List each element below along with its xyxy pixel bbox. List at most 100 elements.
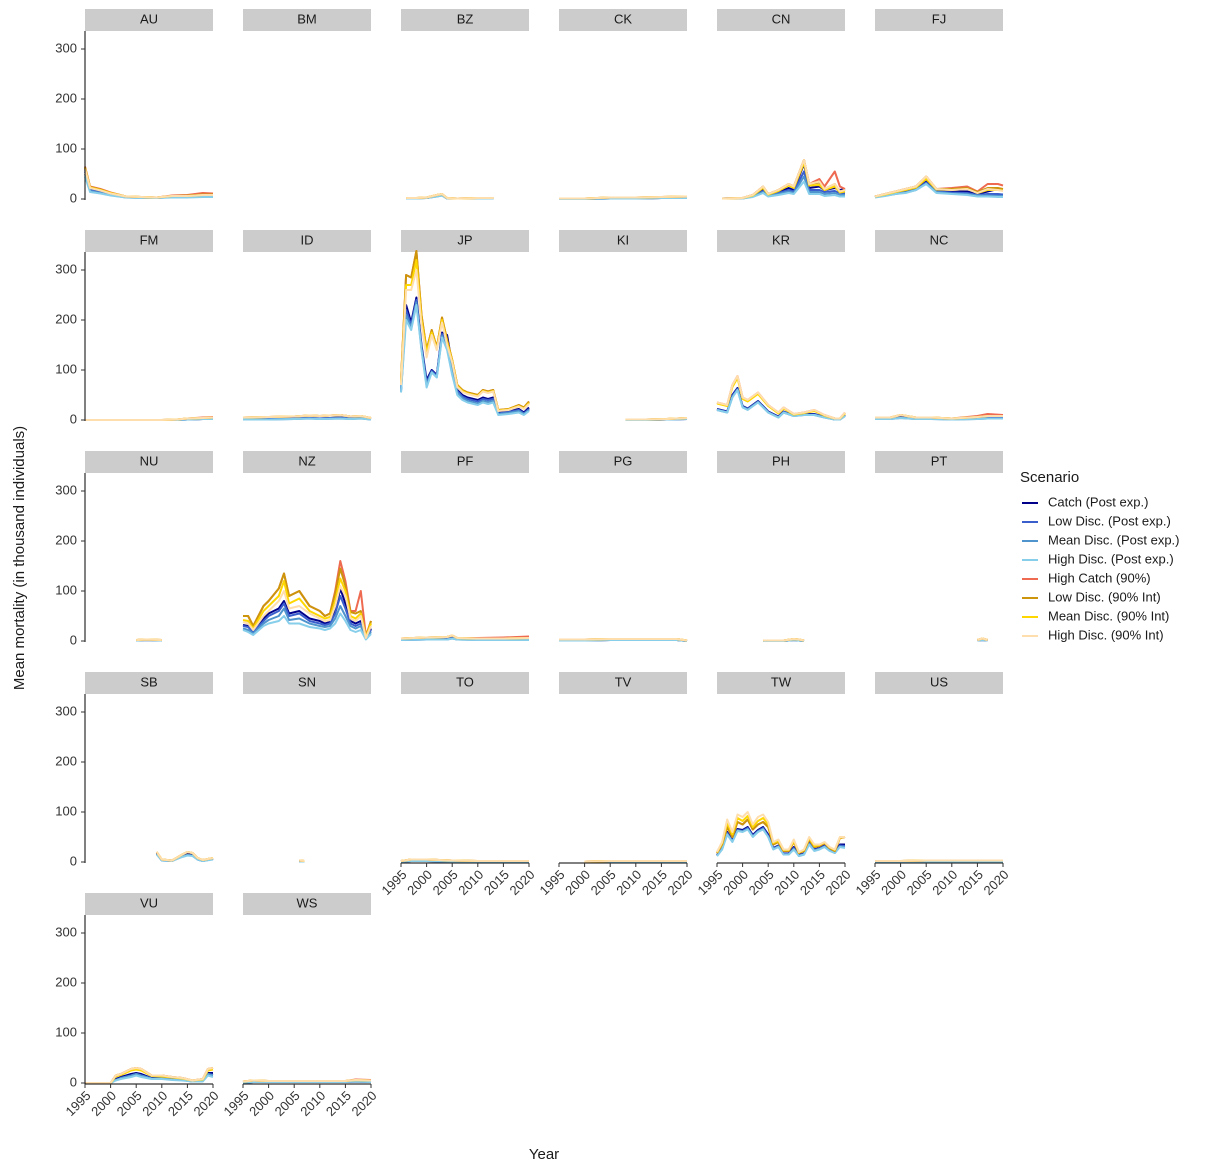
series-line — [155, 851, 214, 862]
x-tick-label: 2005 — [746, 867, 777, 898]
legend-label: Mean Disc. (90% Int) — [1048, 608, 1169, 623]
series-line — [243, 567, 372, 638]
strip-label: ID — [301, 232, 314, 247]
series-line — [559, 638, 688, 642]
y-tick-label: 100 — [55, 140, 77, 155]
series-line — [85, 1074, 214, 1084]
legend-label: High Disc. (90% Int) — [1048, 627, 1164, 642]
x-tick-label: 1995 — [220, 1088, 251, 1119]
strip-background — [717, 451, 845, 473]
x-tick-label: 1995 — [852, 867, 883, 898]
series-line — [242, 595, 372, 640]
strip-background — [875, 451, 1003, 473]
y-tick-label: 100 — [55, 803, 77, 818]
strip-background — [85, 451, 213, 473]
strip-label: KR — [772, 232, 790, 247]
series-line — [716, 828, 846, 857]
strip-label: US — [930, 674, 948, 689]
strip-label: WS — [297, 895, 318, 910]
strip-background — [875, 230, 1003, 252]
series-line — [85, 1067, 214, 1084]
x-tick-label: 2015 — [323, 1088, 354, 1119]
series-line — [722, 159, 846, 200]
series-line — [242, 587, 372, 640]
y-tick-label: 200 — [55, 974, 77, 989]
series-line — [874, 175, 1004, 198]
y-tick-label: 300 — [55, 924, 77, 939]
x-tick-label: 1995 — [694, 867, 725, 898]
strip-background — [85, 9, 213, 31]
strip-label: CK — [614, 11, 632, 26]
series-line — [400, 269, 530, 412]
x-tick-label: 2015 — [955, 867, 986, 898]
y-tick-label: 200 — [55, 753, 77, 768]
strip-background — [717, 672, 845, 694]
x-tick-label: 2010 — [455, 867, 486, 898]
strip-background — [717, 230, 845, 252]
y-tick-label: 100 — [55, 361, 77, 376]
x-tick-label: 2005 — [588, 867, 619, 898]
strip-label: PF — [457, 453, 474, 468]
strip-label: NU — [140, 453, 159, 468]
strip-background — [243, 230, 371, 252]
legend-label: Low Disc. (90% Int) — [1048, 589, 1161, 604]
y-tick-label: 0 — [70, 853, 77, 868]
x-tick-label: 2015 — [639, 867, 670, 898]
y-tick-label: 0 — [70, 411, 77, 426]
x-tick-label: 2010 — [297, 1088, 328, 1119]
strip-label: SN — [298, 674, 316, 689]
y-tick-label: 300 — [55, 40, 77, 55]
y-tick-label: 100 — [55, 1024, 77, 1039]
series-line — [242, 414, 372, 419]
x-tick-label: 2010 — [613, 867, 644, 898]
legend-label: High Catch (90%) — [1048, 570, 1151, 585]
series-line — [406, 193, 494, 200]
legend-label: Low Disc. (Post exp.) — [1048, 513, 1171, 528]
strip-background — [875, 9, 1003, 31]
x-tick-label: 2010 — [929, 867, 960, 898]
strip-background — [717, 9, 845, 31]
series-line — [763, 638, 805, 642]
y-tick-label: 300 — [55, 261, 77, 276]
legend-label: Mean Disc. (Post exp.) — [1048, 532, 1180, 547]
x-tick-label: 2005 — [904, 867, 935, 898]
x-tick-label: 2015 — [165, 1088, 196, 1119]
series-line — [722, 180, 845, 200]
x-tick-label: 2005 — [114, 1088, 145, 1119]
x-tick-label: 2000 — [562, 867, 593, 898]
y-tick-label: 0 — [70, 190, 77, 205]
series-line — [625, 417, 688, 421]
x-tick-label: 1995 — [536, 867, 567, 898]
y-axis-title: Mean mortality (in thousand individuals) — [11, 426, 28, 690]
series-line — [875, 414, 1003, 420]
x-tick-label: 1995 — [378, 867, 409, 898]
series-line — [400, 858, 529, 862]
strip-label: PT — [931, 453, 948, 468]
y-tick-label: 0 — [70, 632, 77, 647]
x-tick-label: 2005 — [430, 867, 461, 898]
x-tick-label: 2000 — [246, 1088, 277, 1119]
y-tick-label: 300 — [55, 482, 77, 497]
x-tick-label: 2020 — [822, 867, 853, 898]
strip-label: PG — [614, 453, 633, 468]
y-tick-label: 100 — [55, 582, 77, 597]
strip-background — [243, 672, 371, 694]
series-line — [874, 183, 1003, 199]
strip-background — [559, 230, 687, 252]
strip-background — [243, 893, 371, 915]
series-line — [584, 860, 687, 863]
strip-background — [243, 9, 371, 31]
x-tick-label: 2020 — [190, 1088, 221, 1119]
strip-label: SB — [140, 674, 157, 689]
series-line — [243, 417, 372, 421]
legend-title: Scenario — [1020, 469, 1079, 486]
x-tick-label: 2020 — [664, 867, 695, 898]
strip-label: KI — [617, 232, 629, 247]
x-axis-title: Year — [529, 1146, 559, 1163]
strip-background — [559, 9, 687, 31]
strip-background — [401, 9, 529, 31]
strip-label: TO — [456, 674, 474, 689]
strip-label: NZ — [298, 453, 315, 468]
series-line — [84, 168, 213, 199]
